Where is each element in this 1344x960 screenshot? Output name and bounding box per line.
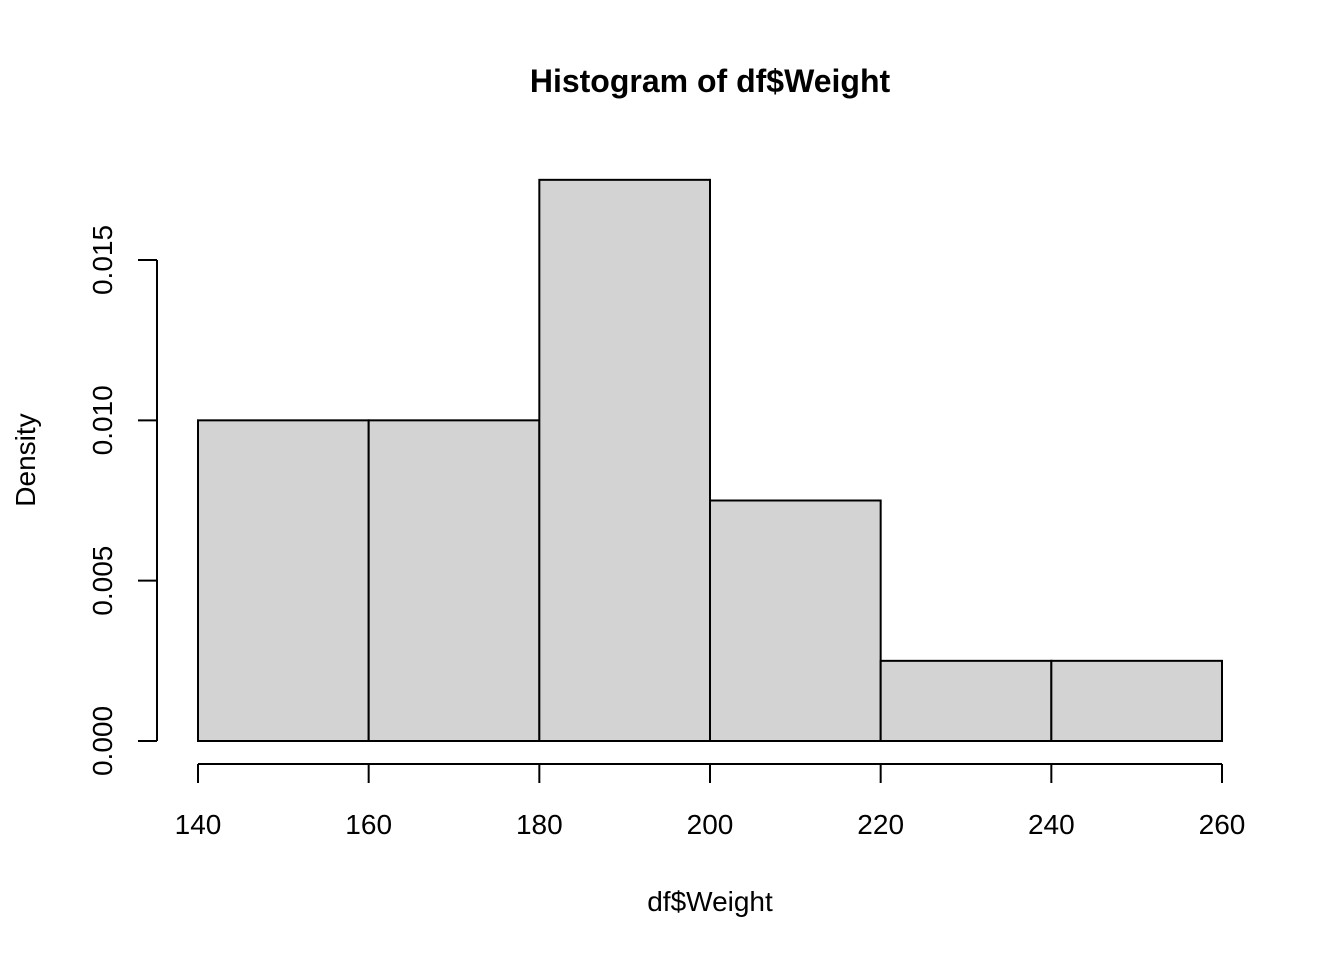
bars-layer [197, 178, 1224, 743]
histogram-bar [367, 419, 541, 742]
x-axis: 140 160 180 200 220 240 260 [175, 763, 1246, 840]
x-tick-label: 240 [1028, 809, 1075, 840]
x-tick-label: 260 [1199, 809, 1246, 840]
x-tick-label: 200 [687, 809, 734, 840]
x-ticks: 140 160 180 200 220 240 260 [175, 764, 1246, 840]
x-tick-label: 140 [175, 809, 222, 840]
y-ticks: 0.000 0.005 0.010 0.015 [87, 225, 157, 776]
y-axis-label: Density [10, 413, 41, 506]
y-axis: 0.000 0.005 0.010 0.015 [87, 225, 158, 776]
y-tick-label: 0.015 [87, 225, 118, 295]
y-tick-label: 0.000 [87, 706, 118, 776]
histogram-bar [538, 178, 711, 743]
x-tick-label: 160 [345, 809, 392, 840]
y-tick-label: 0.010 [87, 385, 118, 455]
histogram-bar [879, 659, 1053, 742]
chart-title: Histogram of df$Weight [530, 63, 891, 99]
x-tick-label: 180 [516, 809, 563, 840]
y-tick-label: 0.005 [87, 546, 118, 616]
x-axis-label: df$Weight [647, 886, 773, 917]
x-tick-label: 220 [857, 809, 904, 840]
histogram-bar [197, 419, 370, 742]
histogram-bar [1050, 659, 1224, 742]
histogram-bar [709, 499, 882, 742]
